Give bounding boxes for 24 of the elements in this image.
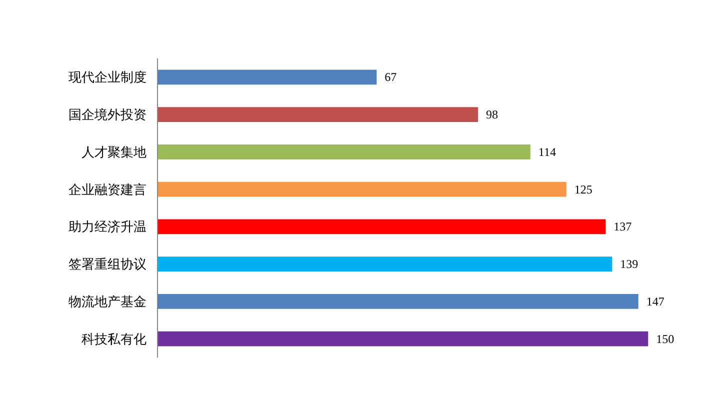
- data-label: 98: [486, 108, 498, 122]
- bar: [158, 331, 648, 346]
- data-label: 150: [656, 332, 674, 346]
- data-label: 67: [384, 70, 397, 84]
- bar: [158, 294, 638, 309]
- bar: [158, 256, 612, 272]
- bar: [158, 219, 606, 234]
- y-tick-label: 国企境外投资: [68, 107, 146, 122]
- bar: [158, 70, 377, 85]
- y-tick-label: 人才聚集地: [82, 144, 146, 160]
- data-label: 137: [614, 220, 632, 234]
- bar: [158, 182, 566, 197]
- bar: [158, 144, 530, 160]
- y-tick-label: 企业融资建言: [68, 182, 146, 197]
- data-label: 139: [620, 257, 638, 272]
- y-tick-label: 科技私有化: [82, 331, 146, 346]
- y-tick-label: 签署重组协议: [68, 256, 146, 272]
- data-label: 125: [574, 182, 592, 196]
- data-label: 114: [538, 144, 556, 159]
- y-tick-label: 现代企业制度: [68, 70, 146, 85]
- y-tick-label: 物流地产基金: [68, 294, 146, 309]
- data-label: 147: [646, 294, 664, 308]
- y-tick-label: 助力经济升温: [68, 219, 146, 234]
- bar: [158, 107, 478, 122]
